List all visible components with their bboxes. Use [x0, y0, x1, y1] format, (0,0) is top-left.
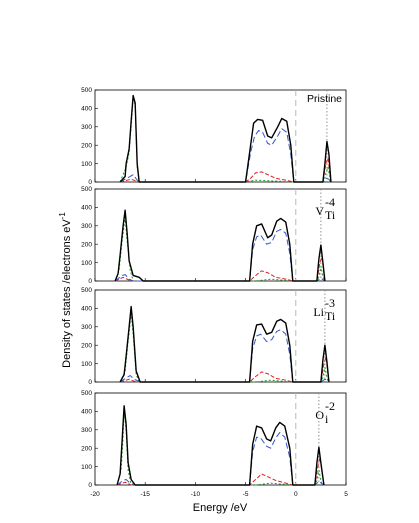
- series-total-line: [116, 405, 325, 486]
- y-tick-label: 500: [81, 87, 92, 94]
- x-axis-ticks: -20 -15 -10 -5 0 5: [90, 491, 348, 498]
- series-p-line: [119, 128, 332, 183]
- y-tick-label: 300: [81, 223, 92, 230]
- y-tick-label: 400: [81, 205, 92, 212]
- panel-label-main: O: [315, 408, 324, 422]
- y-tick-label: 200: [81, 342, 92, 349]
- y-axis-label-main: Density of states /electrons eV: [61, 219, 73, 368]
- panel-label-sub: i: [325, 412, 329, 426]
- panel-label-sup: -4: [325, 195, 335, 209]
- panel-label-main: V: [315, 204, 324, 218]
- series-s-line: [119, 157, 332, 183]
- y-tick-label: 0: [88, 278, 92, 285]
- y-tick-label: 500: [81, 287, 92, 294]
- y-tick-label: 100: [81, 161, 92, 168]
- series-p-line: [119, 329, 330, 383]
- panel-label: V: [315, 204, 324, 218]
- y-tick-label: 0: [88, 179, 92, 186]
- series-total-line: [119, 94, 332, 183]
- y-axis-label: Density of states /electrons eV-1: [58, 212, 73, 368]
- y-tick-label: 400: [81, 306, 92, 313]
- y-tick-label: 200: [81, 445, 92, 452]
- series-p-line: [114, 228, 326, 282]
- panel-frame: [94, 188, 347, 282]
- series-d-line: [119, 313, 329, 383]
- x-tick-label: -15: [140, 491, 150, 498]
- series-s-line: [114, 256, 326, 282]
- panel-frame: [94, 289, 347, 383]
- y-tick-label: 200: [81, 142, 92, 149]
- panel-4: 0 100 200 300 400 500 O i-2: [81, 390, 347, 489]
- x-tick-label: 0: [294, 491, 298, 498]
- panel-1: 0 100 200 300 400 500 Pristine: [81, 87, 347, 186]
- panel-3: 0 100 200 300 400 500 Li Ti-3: [81, 287, 347, 386]
- panels-group: 0 100 200 300 400 500 Pristine 0 100 200 300 400 500…: [81, 87, 347, 489]
- y-tick-label: 500: [81, 390, 92, 397]
- y-tick-label: 100: [81, 361, 92, 368]
- y-tick-label: 400: [81, 409, 92, 416]
- panel-label-sup: -2: [325, 399, 335, 413]
- x-tick-label: -10: [191, 491, 201, 498]
- series-d-line: [119, 98, 332, 183]
- y-tick-label: 500: [81, 186, 92, 193]
- x-axis-label: Energy /eV: [193, 502, 248, 514]
- series-total-line: [114, 209, 326, 282]
- series-total-line: [119, 305, 330, 383]
- y-axis-label-sup: -1: [58, 212, 67, 220]
- y-tick-label: 300: [81, 124, 92, 131]
- panel-label-main: Li: [313, 305, 324, 319]
- panel-2: 0 100 200 300 400 500 V Ti-4: [81, 186, 347, 285]
- y-tick-label: 100: [81, 260, 92, 267]
- y-tick-label: 0: [88, 379, 92, 386]
- x-tick-label: -5: [243, 491, 249, 498]
- x-tick-label: 5: [344, 491, 348, 498]
- series-s-line: [119, 356, 330, 383]
- y-tick-label: 300: [81, 427, 92, 434]
- y-tick-label: 0: [88, 482, 92, 489]
- y-tick-label: 400: [81, 106, 92, 113]
- panel-label-sub: Ti: [325, 208, 336, 222]
- y-tick-label: 200: [81, 241, 92, 248]
- panel-frame: [94, 392, 347, 486]
- panel-label-sup: -3: [325, 296, 335, 310]
- y-tick-label: 100: [81, 464, 92, 471]
- panel-label: O: [315, 408, 324, 422]
- panel-label-sub: Ti: [325, 309, 336, 323]
- y-tick-label: 300: [81, 324, 92, 331]
- panel-label: Pristine: [307, 93, 342, 105]
- series-p-line: [116, 432, 325, 486]
- x-tick-label: -20: [90, 491, 100, 498]
- panel-label: Li: [313, 305, 324, 319]
